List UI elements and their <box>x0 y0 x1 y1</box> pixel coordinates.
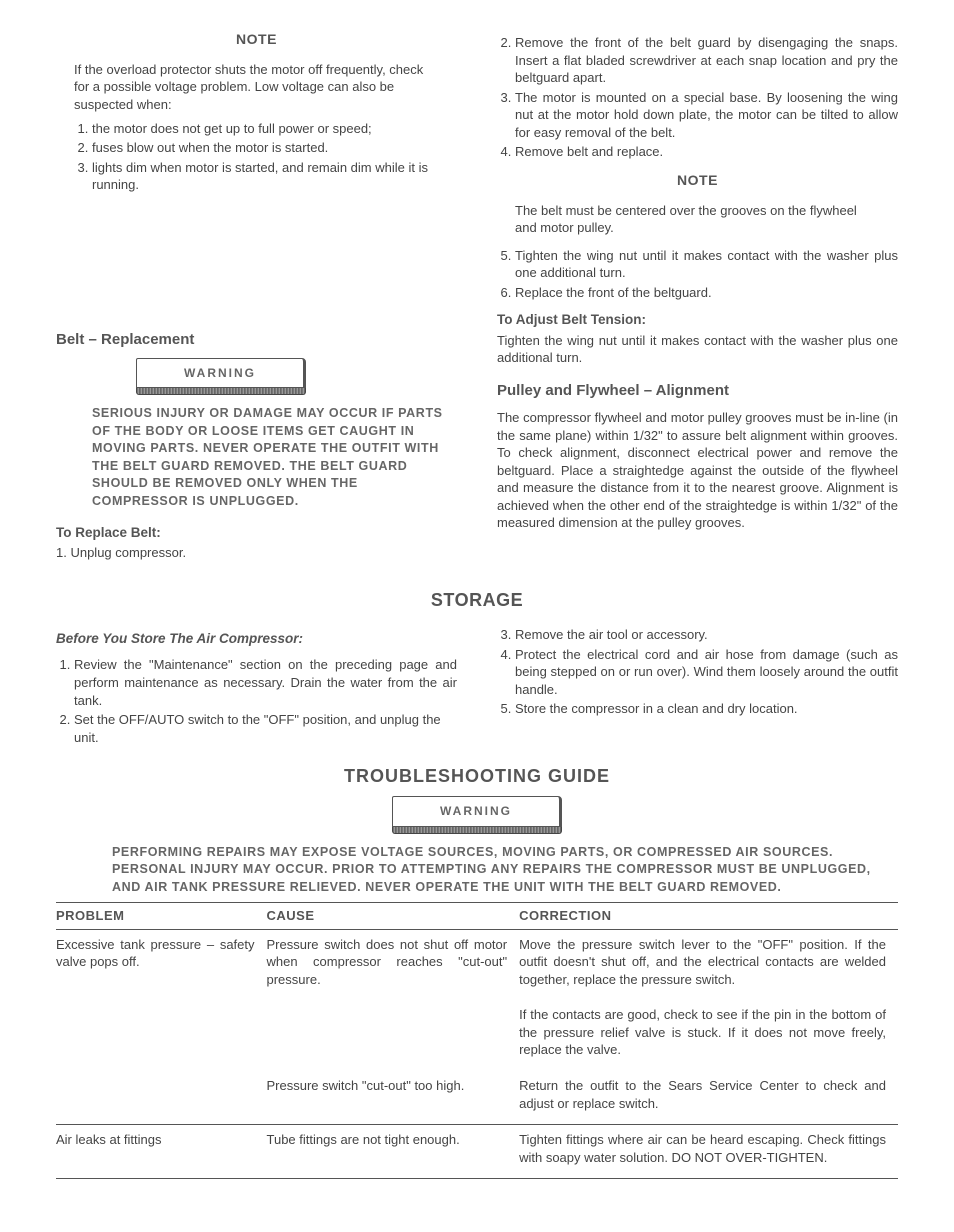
before-store-title: Before You Store The Air Compressor: <box>56 630 457 648</box>
note-item: lights dim when motor is started, and re… <box>92 159 439 194</box>
trouble-heading: TROUBLESHOOTING GUIDE <box>56 764 898 788</box>
right-note-text: The belt must be centered over the groov… <box>515 202 880 237</box>
trouble-warning-box: WARNING <box>392 796 562 833</box>
trouble-warning-text: PERFORMING REPAIRS MAY EXPOSE VOLTAGE SO… <box>56 844 898 897</box>
adjust-title: To Adjust Belt Tension: <box>497 311 898 329</box>
warning-label: WARNING <box>392 796 562 826</box>
storage-item: Remove the air tool or accessory. <box>515 626 898 644</box>
replace-step: The motor is mounted on a special base. … <box>515 89 898 142</box>
section-belt-area: NOTE If the overload protector shuts the… <box>56 30 898 568</box>
note-list: the motor does not get up to full power … <box>74 120 439 194</box>
cell-problem <box>56 1000 267 1071</box>
replace-step: Remove the front of the belt guard by di… <box>515 34 898 87</box>
storage-item: Review the "Maintenance" section on the … <box>74 656 457 709</box>
th-correction: CORRECTION <box>519 903 898 930</box>
table-row: If the contacts are good, check to see i… <box>56 1000 898 1071</box>
table-divider <box>56 1178 898 1179</box>
storage-item: Store the compressor in a clean and dry … <box>515 700 898 718</box>
left-column: NOTE If the overload protector shuts the… <box>56 30 457 568</box>
table-header-row: PROBLEM CAUSE CORRECTION <box>56 903 898 930</box>
warning-base-texture <box>392 827 562 834</box>
pulley-text: The compressor flywheel and motor pulley… <box>497 409 898 532</box>
replace-step: Tighten the wing nut until it makes cont… <box>515 247 898 282</box>
section-storage: Before You Store The Air Compressor: Rev… <box>56 622 898 750</box>
warning-label: WARNING <box>136 358 306 388</box>
note-item: fuses blow out when the motor is started… <box>92 139 439 157</box>
adjust-text: Tighten the wing nut until it makes cont… <box>497 332 898 367</box>
gap <box>56 198 457 308</box>
belt-warning-text: SERIOUS INJURY OR DAMAGE MAY OCCUR IF PA… <box>56 405 457 510</box>
replace-steps-top: Remove the front of the belt guard by di… <box>497 34 898 161</box>
cell-correction: Move the pressure switch lever to the "O… <box>519 929 898 1000</box>
warning-box: WARNING <box>136 358 306 395</box>
cell-problem <box>56 1071 267 1124</box>
note-heading: NOTE <box>56 30 457 49</box>
note-item: the motor does not get up to full power … <box>92 120 439 138</box>
cell-correction: Tighten fittings where air can be heard … <box>519 1125 898 1179</box>
th-problem: PROBLEM <box>56 903 267 930</box>
storage-left: Before You Store The Air Compressor: Rev… <box>56 622 457 750</box>
right-note-heading: NOTE <box>497 171 898 190</box>
storage-item: Protect the electrical cord and air hose… <box>515 646 898 699</box>
table-row: Air leaks at fittings Tube fittings are … <box>56 1125 898 1179</box>
note-block: If the overload protector shuts the moto… <box>56 61 457 194</box>
right-column: Remove the front of the belt guard by di… <box>497 30 898 568</box>
table-row: Excessive tank pressure – safety valve p… <box>56 929 898 1000</box>
warning-base-texture <box>136 388 306 395</box>
pulley-heading: Pulley and Flywheel – Alignment <box>497 381 898 401</box>
cell-problem: Air leaks at fittings <box>56 1125 267 1179</box>
trouble-table: PROBLEM CAUSE CORRECTION Excessive tank … <box>56 902 898 1179</box>
storage-item: Set the OFF/AUTO switch to the "OFF" pos… <box>74 711 457 746</box>
cell-cause <box>267 1000 520 1071</box>
belt-heading: Belt – Replacement <box>56 330 457 350</box>
cell-correction: If the contacts are good, check to see i… <box>519 1000 898 1071</box>
cell-cause: Tube fittings are not tight enough. <box>267 1125 520 1179</box>
replace-step: Remove belt and replace. <box>515 143 898 161</box>
right-note-block: The belt must be centered over the groov… <box>497 202 898 237</box>
storage-left-list: Review the "Maintenance" section on the … <box>56 656 457 746</box>
storage-right-list: Remove the air tool or accessory. Protec… <box>497 626 898 718</box>
storage-heading: STORAGE <box>56 588 898 612</box>
replace-belt-title: To Replace Belt: <box>56 524 457 542</box>
replace-step: Replace the front of the beltguard. <box>515 284 898 302</box>
th-cause: CAUSE <box>267 903 520 930</box>
cell-correction: Return the outfit to the Sears Service C… <box>519 1071 898 1124</box>
table-row: Pressure switch "cut-out" too high. Retu… <box>56 1071 898 1124</box>
replace-steps-bottom: Tighten the wing nut until it makes cont… <box>497 247 898 302</box>
storage-right: Remove the air tool or accessory. Protec… <box>497 622 898 750</box>
cell-cause: Pressure switch "cut-out" too high. <box>267 1071 520 1124</box>
replace-step-1: 1. Unplug compressor. <box>56 544 457 562</box>
note-intro: If the overload protector shuts the moto… <box>74 61 439 114</box>
cell-problem: Excessive tank pressure – safety valve p… <box>56 929 267 1000</box>
cell-cause: Pressure switch does not shut off motor … <box>267 929 520 1000</box>
